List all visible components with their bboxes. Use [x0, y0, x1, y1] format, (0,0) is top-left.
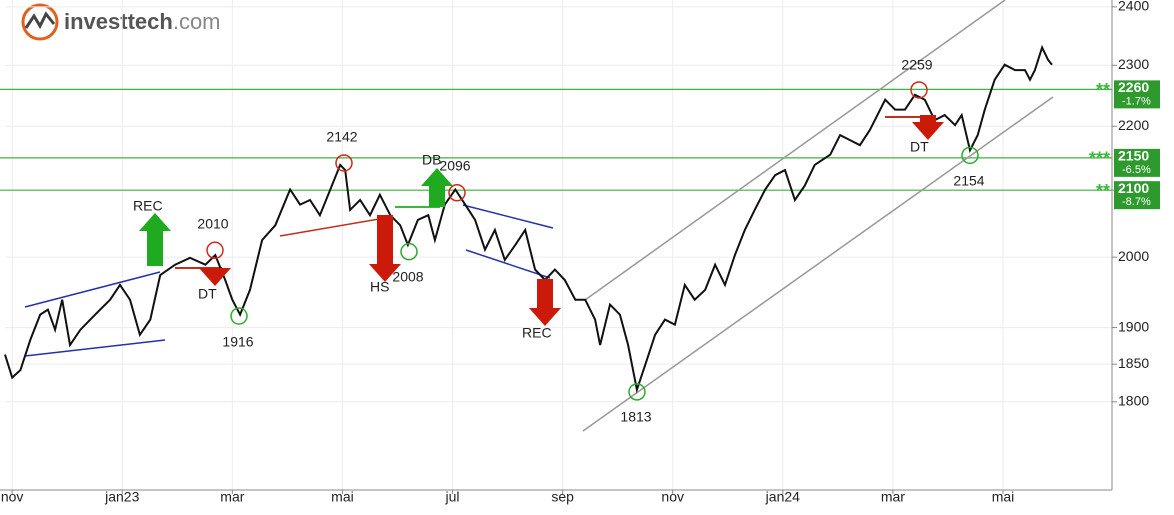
level-box: [1114, 80, 1160, 109]
level-change: -6.5%: [1122, 164, 1151, 176]
level-stars: **: [1096, 80, 1110, 100]
x-tick-label: jan23: [104, 489, 139, 505]
y-tick-label: 1850: [1118, 355, 1149, 371]
x-tick-label: mar: [220, 489, 244, 505]
trend-line: [582, 96, 1054, 432]
signal-label: DT: [198, 286, 217, 302]
low-label: 1916: [222, 334, 253, 350]
logo-brand: investtech: [64, 9, 173, 34]
y-tick-label: 2300: [1118, 56, 1149, 72]
level-box: [1114, 181, 1160, 210]
signal-arrow: [199, 268, 231, 286]
level-stars: **: [1096, 181, 1110, 201]
logo-icon-line: [24, 11, 56, 30]
level-label: 2100: [1118, 180, 1149, 196]
low-label: 1813: [620, 409, 651, 425]
logo-text: investtech.com: [64, 9, 221, 34]
y-tick-label: 1800: [1118, 393, 1149, 409]
level-change: -1.7%: [1122, 95, 1151, 107]
x-tick-label: mar: [881, 489, 905, 505]
level-label: 2260: [1118, 79, 1149, 95]
low-marker: [400, 242, 418, 261]
level-stars: ***: [1089, 149, 1110, 169]
level-box: [1114, 148, 1160, 177]
trend-line: [24, 339, 166, 357]
high-marker: [910, 81, 928, 99]
x-tick-label: mai: [992, 489, 1015, 505]
signal-label: DT: [910, 139, 929, 155]
high-label: 2010: [197, 216, 228, 232]
trend-line: [24, 271, 161, 308]
level-change: -8.7%: [1122, 196, 1151, 208]
signal-arrow: [912, 115, 944, 140]
signal-arrow: [369, 215, 401, 282]
low-marker: [961, 146, 979, 165]
x-tick-label: sep: [551, 489, 574, 505]
trend-line: [279, 217, 386, 237]
low-label: 2008: [392, 269, 423, 285]
y-tick-label: 1900: [1118, 318, 1149, 334]
y-tick-label: 2400: [1118, 0, 1149, 14]
trend-line: [465, 249, 551, 279]
x-tick-label: nov: [1, 489, 24, 505]
logo: investtech.com: [21, 3, 221, 41]
signal-label: REC: [522, 325, 552, 341]
price-line: [4, 44, 1053, 394]
trend-line: [584, 0, 1006, 301]
y-tick-label: 2200: [1118, 117, 1149, 133]
signal-arrow: [529, 279, 561, 326]
x-tick-label: jan24: [765, 489, 800, 505]
low-label: 2154: [953, 173, 984, 189]
y-tick-label: 2000: [1118, 248, 1149, 264]
logo-suffix: .com: [173, 9, 221, 34]
trend-line: [462, 204, 554, 229]
x-tick-label: nov: [661, 489, 684, 505]
high-label: 2142: [326, 129, 357, 145]
low-marker: [230, 307, 248, 325]
signal-label: DB: [422, 152, 441, 168]
high-marker: [206, 241, 224, 260]
high-marker: [448, 184, 466, 202]
signal-arrow: [421, 168, 453, 207]
signal-arrow: [139, 213, 171, 266]
high-marker: [335, 154, 353, 172]
logo-icon: [21, 3, 59, 41]
signal-label: REC: [133, 198, 163, 214]
x-tick-label: jul: [445, 489, 460, 505]
high-label: 2259: [901, 57, 932, 73]
x-tick-label: mai: [331, 489, 354, 505]
low-marker: [628, 383, 646, 401]
level-label: 2150: [1118, 148, 1149, 164]
signal-label: HS: [370, 279, 389, 295]
high-label: 2096: [439, 158, 470, 174]
